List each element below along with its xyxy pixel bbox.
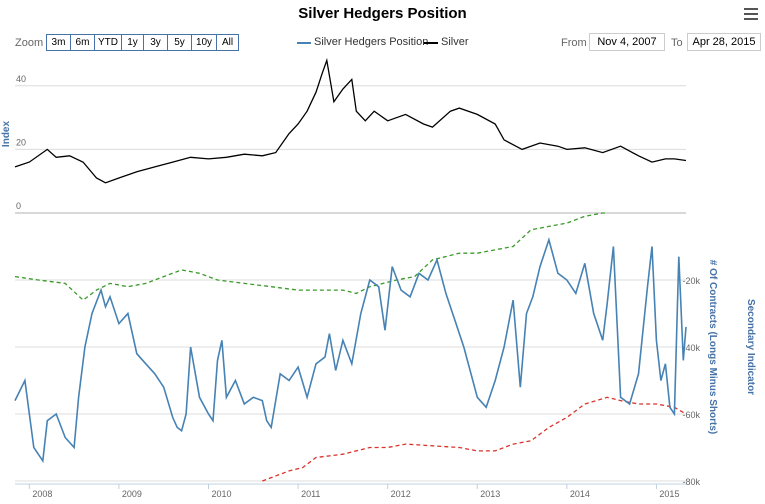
x-tick-label-5: 2013	[480, 489, 500, 499]
x-tick-label-2: 2010	[212, 489, 232, 499]
legend-silver-swatch	[424, 42, 438, 44]
range-from-input[interactable]: Nov 4, 2007	[589, 33, 665, 51]
x-tick-label-1: 2009	[122, 489, 142, 499]
x-tick-label-0: 2008	[32, 489, 52, 499]
chart-title: Silver Hedgers Position	[298, 5, 467, 22]
top-y-tick-label-1: 20	[16, 137, 26, 147]
bottom-y-tick-label-0: -20k	[682, 276, 700, 286]
x-tick-label-3: 2011	[301, 489, 320, 499]
top-y-axis-label: Index	[1, 121, 12, 148]
top-y-tick-label-0: 0	[16, 201, 21, 211]
x-tick-label-7: 2015	[659, 489, 679, 499]
legend-hedgers-swatch	[297, 42, 311, 44]
legend-silver-label[interactable]: Silver	[441, 36, 469, 48]
zoom-3y-button[interactable]: 3y	[143, 34, 168, 51]
zoom-label: Zoom	[15, 37, 44, 49]
bottom-y-tick-label-2: -60k	[682, 410, 700, 420]
zoom-ytd-button[interactable]: YTD	[94, 34, 122, 51]
lower-band-dashed-line	[262, 396, 687, 482]
x-tick-label-6: 2014	[570, 489, 590, 499]
top-y-tick-label-2: 40	[16, 74, 26, 84]
secondary-y-axis-label: Secondary Indicator	[745, 299, 756, 395]
zoom-all-button[interactable]: All	[216, 34, 239, 51]
bottom-y-tick-label-1: -40k	[682, 343, 700, 353]
hedgers-position-line	[14, 237, 687, 464]
range-to-input[interactable]: Apr 28, 2015	[687, 33, 761, 51]
range-from-label: From	[561, 37, 587, 49]
legend-hedgers-label[interactable]: Silver Hedgers Position	[314, 36, 429, 48]
upper-band-dashed-line	[14, 212, 608, 301]
x-tick-label-4: 2012	[391, 489, 411, 499]
range-to-label: To	[671, 37, 683, 49]
bottom-y-tick-label-3: -80k	[682, 477, 700, 487]
menu-icon[interactable]	[744, 8, 758, 20]
bottom-y-axis-label: # Of Contracts (Longs Minus Shorts)	[707, 260, 718, 434]
silver-price-line	[14, 57, 687, 184]
